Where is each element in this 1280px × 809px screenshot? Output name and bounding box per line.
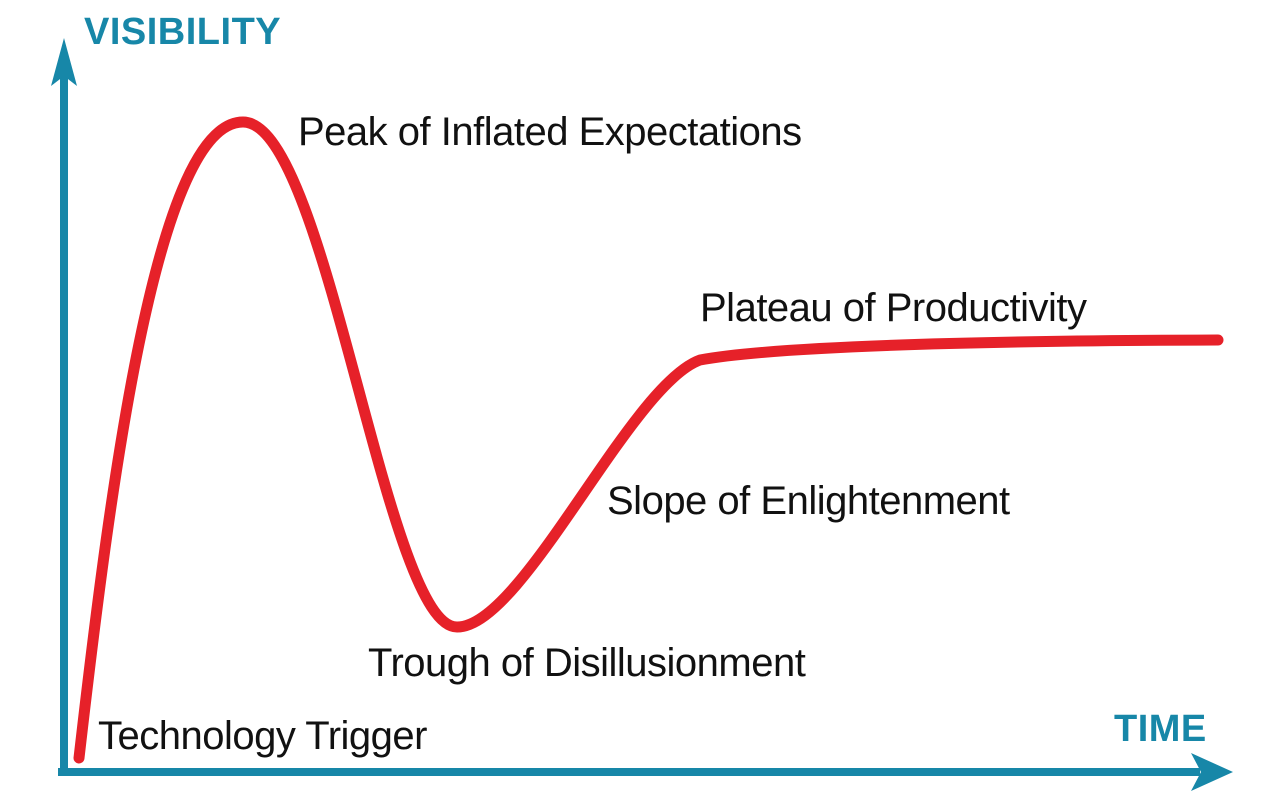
annotation-peak-of-inflated-expectations: Peak of Inflated Expectations bbox=[298, 110, 802, 154]
annotation-plateau-of-productivity: Plateau of Productivity bbox=[700, 286, 1087, 330]
annotation-slope-of-enlightenment: Slope of Enlightenment bbox=[607, 479, 1010, 523]
x-axis-arrowhead-icon bbox=[1191, 753, 1233, 791]
hype-cycle-curve bbox=[73, 116, 1224, 764]
y-axis-arrowhead-icon bbox=[51, 38, 77, 86]
y-axis-label: VISIBILITY bbox=[84, 11, 282, 53]
x-axis-label: TIME bbox=[1114, 708, 1207, 750]
annotation-trough-of-disillusionment: Trough of Disillusionment bbox=[368, 641, 806, 685]
annotation-technology-trigger: Technology Trigger bbox=[98, 714, 427, 758]
